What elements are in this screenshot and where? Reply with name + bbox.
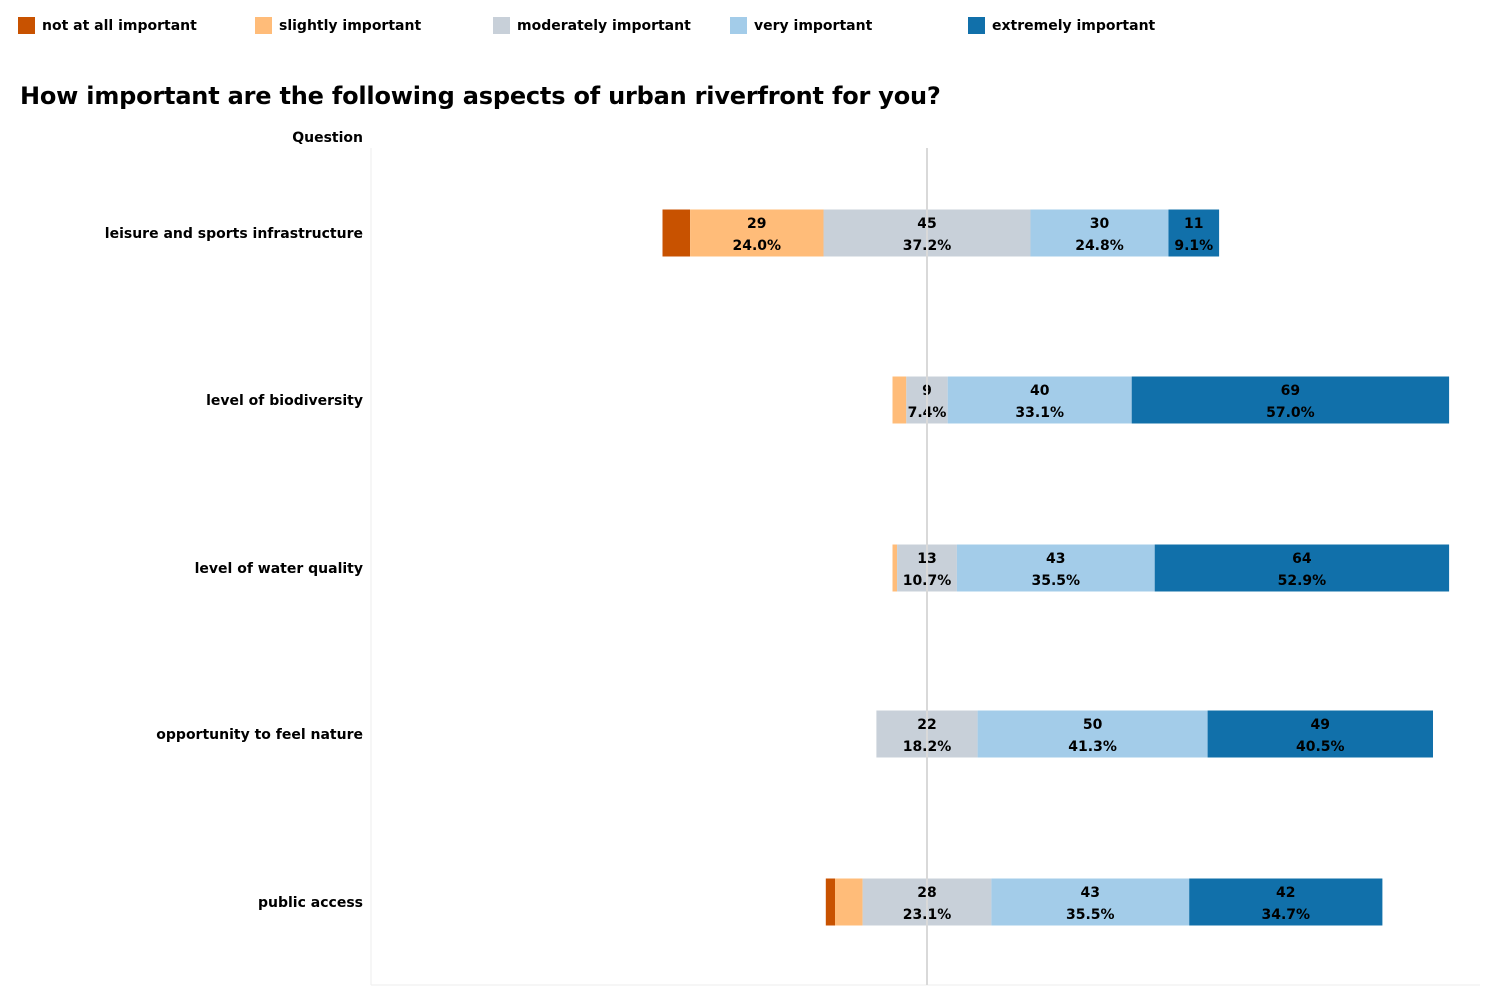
legend-swatch — [493, 17, 510, 34]
legend-label: slightly important — [279, 17, 422, 34]
bar-segment-extremely — [1168, 209, 1220, 257]
row-label: opportunity to feel nature — [156, 727, 363, 743]
data-label-percent: 9.1% — [1174, 238, 1213, 254]
legend-item-extremely-important[interactable]: extremely important — [968, 17, 1155, 34]
legend-swatch — [730, 17, 747, 34]
bar-segment-not-at-all — [662, 209, 691, 257]
data-label-percent: 35.5% — [1032, 573, 1081, 589]
bar-segment-very — [1030, 209, 1169, 257]
legend-item-slightly-important[interactable]: slightly important — [255, 17, 421, 34]
legend-swatch — [968, 17, 985, 34]
data-label-percent: 24.0% — [733, 238, 782, 254]
legend-label: very important — [754, 17, 873, 34]
legend-label: not at all important — [42, 17, 197, 34]
legend: not at all important slightly important … — [18, 17, 1478, 41]
data-label-count: 43 — [1081, 885, 1100, 901]
data-label-count: 49 — [1311, 717, 1330, 733]
bar-segment-very — [947, 376, 1132, 424]
legend-item-very-important[interactable]: very important — [730, 17, 872, 34]
legend-item-moderately-important[interactable]: moderately important — [493, 17, 691, 34]
bar-segment-extremely — [1189, 878, 1383, 926]
data-label-count: 69 — [1281, 383, 1300, 399]
data-label-percent: 52.9% — [1278, 573, 1327, 589]
bar-segment-not-at-all — [825, 878, 835, 926]
bar-segment-slightly — [892, 376, 907, 424]
data-label-percent: 57.0% — [1266, 405, 1315, 421]
data-label-percent: 34.7% — [1262, 907, 1311, 923]
legend-swatch — [18, 17, 35, 34]
bar-segment-very — [991, 878, 1190, 926]
data-label-count: 30 — [1090, 216, 1110, 232]
legend-item-not-at-all-important[interactable]: not at all important — [18, 17, 197, 34]
data-label-percent: 35.5% — [1066, 907, 1115, 923]
data-label-percent: 41.3% — [1068, 739, 1117, 755]
row-label: level of biodiversity — [206, 393, 363, 409]
bar-segment-slightly — [892, 544, 898, 592]
row-label: public access — [258, 895, 363, 911]
bar-segment-slightly — [690, 209, 824, 257]
bar-segment-very — [956, 544, 1155, 592]
data-label-percent: 24.8% — [1075, 238, 1124, 254]
legend-label: extremely important — [992, 17, 1156, 34]
bar-segment-extremely — [1131, 376, 1450, 424]
data-label-count: 50 — [1083, 717, 1103, 733]
row-label: leisure and sports infrastructure — [105, 226, 363, 242]
bar-segment-extremely — [1154, 544, 1450, 592]
legend-label: moderately important — [517, 17, 691, 34]
data-label-count: 64 — [1292, 551, 1312, 567]
column-header: Question — [292, 130, 363, 146]
data-label-count: 42 — [1276, 885, 1295, 901]
data-label-count: 43 — [1046, 551, 1065, 567]
chart-title: How important are the following aspects … — [20, 82, 941, 110]
bar-segment-slightly — [835, 878, 863, 926]
row-label: level of water quality — [195, 561, 363, 577]
data-label-count: 29 — [747, 216, 766, 232]
bar-segment-extremely — [1207, 710, 1433, 758]
data-label-percent: 33.1% — [1015, 405, 1064, 421]
data-label-percent: 40.5% — [1296, 739, 1345, 755]
bar-segment-very — [977, 710, 1208, 758]
legend-swatch — [255, 17, 272, 34]
data-label-count: 11 — [1184, 216, 1203, 232]
data-label-count: 40 — [1030, 383, 1050, 399]
